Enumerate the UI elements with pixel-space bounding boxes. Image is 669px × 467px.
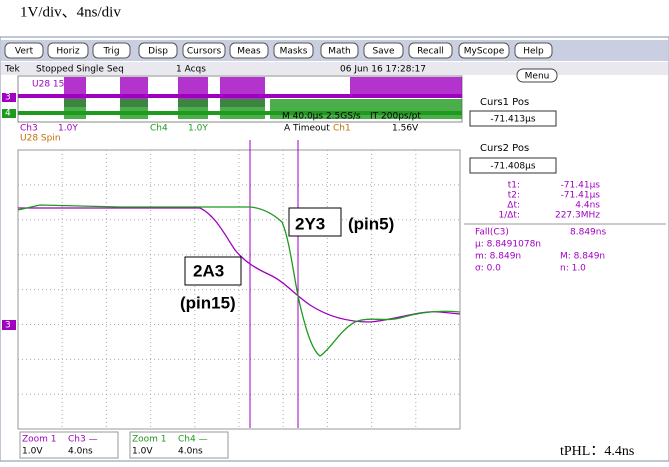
curs2-label: Curs2 Pos <box>480 143 529 154</box>
menu-label: Math <box>328 47 351 57</box>
zoom-time: 4.0ns <box>178 447 203 457</box>
menu-button[interactable] <box>408 42 453 59</box>
zoom-scale: 1.0V <box>132 447 153 457</box>
timebase: M 40.0µs 2.5GS/s <box>282 112 361 122</box>
ch4-name: Ch4 <box>150 124 168 134</box>
measure-sigma: σ: 0.0 <box>475 264 501 274</box>
measure-mean: µ: 8.8491078n <box>475 240 541 250</box>
menu-button[interactable] <box>229 42 269 59</box>
measure-title: Fall(C3) <box>475 228 509 238</box>
menu-label: MyScope <box>464 47 505 57</box>
measure-count: n: 1.0 <box>560 264 586 274</box>
menu-label: Trig <box>102 47 119 57</box>
menu-label: Meas <box>237 47 261 57</box>
ch3-scale: 1.0Y <box>58 124 78 134</box>
overview-label: U28 15 <box>32 80 64 90</box>
menu-label: Save <box>372 47 395 57</box>
readout-label: t1: <box>508 181 520 191</box>
readout-value: -71.41µs <box>561 181 601 191</box>
readout-value: 4.4ns <box>575 201 600 211</box>
curs2-box[interactable] <box>469 157 557 174</box>
zoom-channel: Ch3 — <box>68 435 98 445</box>
menu-button[interactable] <box>363 42 404 59</box>
menu-label: Help <box>523 47 544 57</box>
menu-button[interactable] <box>320 42 359 59</box>
overview-label: U28 Spin <box>20 134 61 144</box>
trigger-level: 1.56V <box>392 124 419 134</box>
curs1-value: -71.413µs <box>490 115 535 125</box>
menu-button[interactable] <box>92 42 131 59</box>
brand: Tek <box>4 65 21 75</box>
menu-label: Recall <box>417 47 444 57</box>
resolution: IT 200ps/pt <box>370 112 421 122</box>
annotation: 2Y3 <box>295 214 325 233</box>
menu-button[interactable] <box>4 42 44 59</box>
menu-label: Vert <box>15 47 34 57</box>
menu-button[interactable] <box>47 42 89 59</box>
menu-button[interactable] <box>516 68 558 83</box>
zoom-title: Zoom 1 <box>132 435 167 445</box>
curs1-label: Curs1 Pos <box>480 97 529 108</box>
ch3-name: Ch3 <box>20 124 38 134</box>
curs2-value: -71.408µs <box>490 162 535 172</box>
menu-button[interactable] <box>182 42 226 59</box>
acq-state: Stopped Single Seq <box>36 65 124 75</box>
menu-label: Menu <box>525 72 550 82</box>
readout-value: 227.3MHz <box>555 211 600 221</box>
zoom-box <box>19 431 119 459</box>
overview-traces <box>18 77 462 119</box>
menu-label: Disp <box>148 47 168 57</box>
annotation: 2A3 <box>193 261 224 280</box>
zoom-channel: Ch4 — <box>178 435 208 445</box>
zoom-box <box>129 431 229 459</box>
ch4-trace <box>17 204 461 357</box>
menu-button[interactable] <box>273 42 314 59</box>
menu-label: Horiz <box>56 47 79 57</box>
curs1-box[interactable] <box>469 110 557 127</box>
measure-max: M: 8.849n <box>560 252 605 262</box>
ch3-ground: 3 <box>5 321 11 331</box>
readout-value: -71.41µs <box>561 191 601 201</box>
annotation: (pin15) <box>180 293 236 312</box>
readout-label: Δt: <box>507 201 520 211</box>
footer: tPHL：4.4ns <box>560 444 634 459</box>
menu-button[interactable] <box>138 42 178 59</box>
trigger: A Timeout <box>284 124 330 134</box>
trigger-source: Ch1 <box>333 124 351 134</box>
acq-count: 1 Acqs <box>176 65 206 75</box>
readout-label: 1/Δt: <box>499 211 520 221</box>
timestamp: 06 Jun 16 17:28:17 <box>340 65 426 75</box>
caption: 1V/div、4ns/div <box>20 4 121 20</box>
ch3-marker: 3 <box>5 93 11 103</box>
annotation: (pin5) <box>348 214 394 233</box>
status-bar <box>1 62 668 75</box>
ch4-marker: 4 <box>5 109 11 119</box>
ch4-scale: 1.0Y <box>188 124 208 134</box>
readout-label: t2: <box>508 191 520 201</box>
measure-min: m: 8.849n <box>475 252 521 262</box>
zoom-time: 4.0ns <box>68 447 93 457</box>
menu-button[interactable] <box>514 42 553 59</box>
measure-value: 8.849ns <box>570 228 606 238</box>
zoom-title: Zoom 1 <box>22 435 57 445</box>
menu-button[interactable] <box>458 42 510 59</box>
zoom-scale: 1.0V <box>22 447 43 457</box>
menu-label: Cursors <box>187 47 222 57</box>
menu-label: Masks <box>280 47 308 57</box>
